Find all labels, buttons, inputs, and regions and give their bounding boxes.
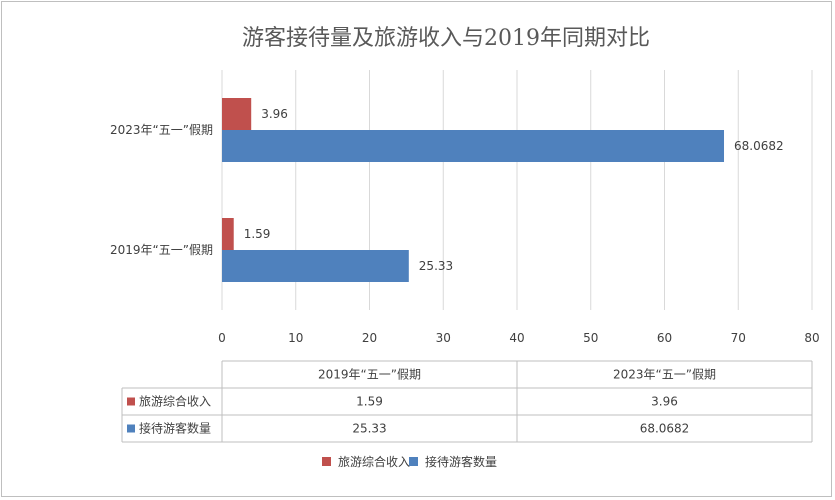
- legend-swatch: [409, 457, 418, 466]
- data-label: 3.96: [261, 107, 288, 121]
- bars: 1.59 25.33 3.96 68.0682: [222, 98, 784, 282]
- table-cell: 25.33: [352, 422, 386, 436]
- table-cell: 68.0682: [640, 422, 690, 436]
- bar: [222, 218, 234, 250]
- data-label: 68.0682: [734, 139, 784, 153]
- legend-label: 接待游客数量: [425, 454, 497, 469]
- x-tick-label: 20: [362, 331, 377, 345]
- x-tick-label: 40: [509, 331, 524, 345]
- legend: 旅游综合收入 接待游客数量: [322, 454, 497, 469]
- x-tick-label: 60: [657, 331, 672, 345]
- data-label: 1.59: [244, 227, 271, 241]
- x-tick-labels: 0 10 20 30 40 50 60 70 80: [218, 331, 819, 345]
- table-cell: 3.96: [651, 395, 678, 409]
- category-label: 2023年“五一”假期: [110, 123, 213, 137]
- x-tick-label: 0: [218, 331, 226, 345]
- x-tick-label: 80: [804, 331, 819, 345]
- legend-swatch: [322, 457, 331, 466]
- data-label: 25.33: [419, 259, 453, 273]
- table-cell: 1.59: [356, 395, 383, 409]
- table-row-label: 旅游综合收入: [139, 394, 211, 409]
- category-labels: 2019年“五一”假期 2023年“五一”假期: [110, 123, 213, 257]
- table-header-cell: 2019年“五一”假期: [318, 368, 421, 382]
- bar: [222, 250, 409, 282]
- category-label: 2019年“五一”假期: [110, 243, 213, 257]
- x-tick-label: 30: [436, 331, 451, 345]
- table-legend-key: [127, 424, 135, 433]
- bar: [222, 130, 725, 162]
- x-tick-label: 70: [731, 331, 746, 345]
- table-legend-key: [127, 397, 135, 406]
- x-tick-label: 10: [288, 331, 303, 345]
- chart-title: 游客接待量及旅游收入与2019年同期对比: [242, 26, 650, 51]
- table-row-label: 接待游客数量: [139, 421, 211, 436]
- legend-label: 旅游综合收入: [338, 454, 410, 469]
- bar: [222, 98, 252, 130]
- table-header-cell: 2023年“五一”假期: [613, 368, 716, 382]
- x-tick-label: 50: [583, 331, 598, 345]
